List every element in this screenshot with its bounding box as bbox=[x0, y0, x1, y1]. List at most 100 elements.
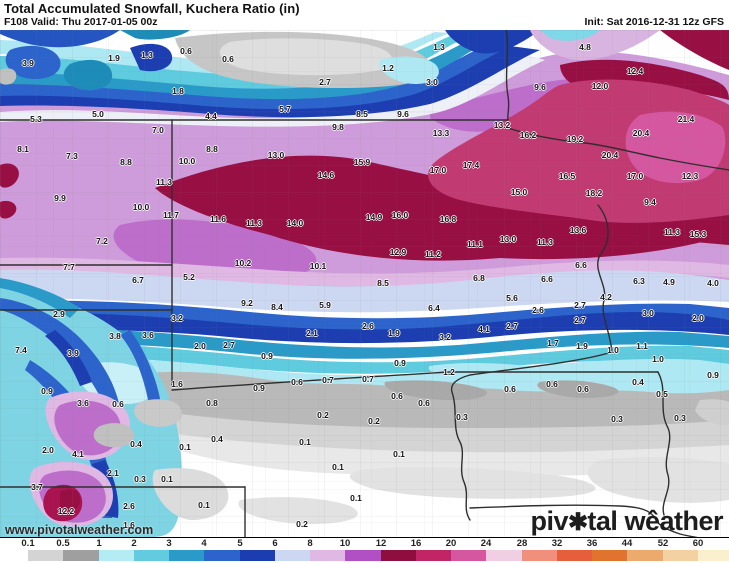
value-label: 20.4 bbox=[632, 127, 650, 138]
colorbar-tick-label: 16 bbox=[410, 538, 422, 549]
value-label: 21.4 bbox=[677, 113, 695, 124]
colorbar bbox=[0, 550, 729, 561]
value-label: 17.4 bbox=[462, 159, 480, 170]
value-label: 2.0 bbox=[692, 312, 704, 323]
colorbar-tick-label: 12 bbox=[375, 538, 387, 549]
colorbar-segment bbox=[63, 550, 99, 561]
value-label: 1.2 bbox=[382, 62, 394, 73]
value-label: 3.9 bbox=[22, 57, 34, 68]
value-label: 0.6 bbox=[222, 53, 234, 64]
value-label: 4.2 bbox=[600, 291, 612, 302]
logo-text: tal bbox=[587, 506, 618, 536]
value-label: 2.7 bbox=[223, 339, 235, 350]
map-area: 3.9 1.9 1.3 0.6 0.6 1.2 1.3 3.0 2.7 1.8 4.8 12.4 12.… bbox=[0, 30, 729, 537]
value-label: 3.2 bbox=[439, 331, 451, 342]
value-label: 0.3 bbox=[456, 411, 468, 422]
map-canvas bbox=[0, 30, 729, 537]
colorbar-segment bbox=[663, 550, 698, 561]
value-label: 7.7 bbox=[63, 261, 75, 272]
value-label: 1.9 bbox=[108, 52, 120, 63]
colorbar-segment bbox=[698, 550, 729, 561]
value-label: 0.5 bbox=[656, 388, 668, 399]
value-label: 0.4 bbox=[211, 433, 223, 444]
value-label: 2.7 bbox=[319, 76, 331, 87]
value-label: 2.6 bbox=[123, 500, 135, 511]
value-label: 12.3 bbox=[681, 170, 699, 181]
value-label: 8.8 bbox=[206, 143, 218, 154]
value-label: 6.3 bbox=[633, 275, 645, 286]
colorbar-tick-label: 5 bbox=[237, 538, 243, 549]
value-label: 2.7 bbox=[574, 299, 586, 310]
colorbar-tick-label: 2 bbox=[131, 538, 137, 549]
value-label: 0.7 bbox=[322, 374, 334, 385]
value-label: 5.0 bbox=[92, 108, 104, 119]
value-label: 1.0 bbox=[652, 353, 664, 364]
value-label: 13.0 bbox=[267, 149, 285, 160]
value-label: 9.2 bbox=[241, 297, 253, 308]
value-label: 0.9 bbox=[261, 350, 273, 361]
value-label: 12.9 bbox=[389, 246, 407, 257]
colorbar-tick-label: 36 bbox=[586, 538, 598, 549]
value-label: 11.7 bbox=[162, 209, 180, 220]
colorbar-segment bbox=[169, 550, 204, 561]
value-label: 3.9 bbox=[67, 347, 79, 358]
value-label: 1.9 bbox=[388, 327, 400, 338]
logo-text: wêather bbox=[624, 506, 723, 536]
colorbar-segment bbox=[522, 550, 557, 561]
value-label: 6.8 bbox=[473, 272, 485, 283]
value-label: 0.8 bbox=[206, 397, 218, 408]
value-label: 0.6 bbox=[577, 383, 589, 394]
value-label: 9.4 bbox=[644, 196, 656, 207]
value-label: 0.6 bbox=[418, 397, 430, 408]
colorbar-tick-label: 24 bbox=[480, 538, 492, 549]
value-label: 8.5 bbox=[356, 108, 368, 119]
colorbar-segment bbox=[99, 550, 134, 561]
value-label: 0.6 bbox=[504, 383, 516, 394]
value-label: 10.1 bbox=[309, 260, 327, 271]
value-label: 4.1 bbox=[72, 448, 84, 459]
page-title: Total Accumulated Snowfall, Kuchera Rati… bbox=[4, 1, 300, 16]
colorbar-tick-labels: 0.1 0.5 1 2 3 4 5 6 8 10 12 16 20 24 28 32 36 44 52 60 bbox=[0, 539, 729, 549]
value-label: 0.1 bbox=[299, 436, 311, 447]
value-label: 2.7 bbox=[506, 320, 518, 331]
logo-text: piv bbox=[530, 506, 569, 536]
value-label: 3.0 bbox=[642, 307, 654, 318]
value-label: 2.9 bbox=[53, 308, 65, 319]
value-label: 12.2 bbox=[57, 505, 75, 516]
value-label: 17.0 bbox=[429, 164, 447, 175]
value-label: 9.6 bbox=[534, 81, 546, 92]
value-label: 12.4 bbox=[626, 65, 644, 76]
value-label: 11.1 bbox=[466, 238, 484, 249]
value-label: 6.7 bbox=[132, 274, 144, 285]
value-label: 0.9 bbox=[253, 382, 265, 393]
value-label: 10.2 bbox=[234, 257, 252, 268]
value-label: 6.6 bbox=[575, 259, 587, 270]
colorbar-tick-label: 1 bbox=[96, 538, 102, 549]
colorbar-tick-label: 20 bbox=[445, 538, 457, 549]
colorbar-tick-label: 3 bbox=[166, 538, 172, 549]
value-label: 1.8 bbox=[172, 85, 184, 96]
value-label: 0.6 bbox=[112, 398, 124, 409]
value-label: 4.1 bbox=[478, 323, 490, 334]
value-label: 15.3 bbox=[689, 228, 707, 239]
value-label: 12.0 bbox=[591, 80, 609, 91]
value-label: 20.4 bbox=[601, 149, 619, 160]
value-label: 15.9 bbox=[353, 156, 371, 167]
value-label: 10.0 bbox=[132, 201, 150, 212]
value-label: 9.9 bbox=[54, 192, 66, 203]
value-label: 0.6 bbox=[180, 45, 192, 56]
colorbar-strip: 0.1 0.5 1 2 3 4 5 6 8 10 12 16 20 24 28 32 36 44 52 60 bbox=[0, 537, 729, 563]
value-label: 15.0 bbox=[510, 186, 528, 197]
value-label: 0.9 bbox=[707, 369, 719, 380]
value-label: 1.6 bbox=[123, 519, 135, 530]
value-label: 8.1 bbox=[17, 143, 29, 154]
value-label: 9.8 bbox=[332, 121, 344, 132]
colorbar-segment bbox=[0, 550, 28, 561]
value-label: 3.6 bbox=[77, 397, 89, 408]
value-label: 0.1 bbox=[393, 448, 405, 459]
value-label: 0.4 bbox=[632, 376, 644, 387]
value-label: 7.0 bbox=[152, 124, 164, 135]
colorbar-segment bbox=[416, 550, 451, 561]
value-label: 4.4 bbox=[205, 110, 217, 121]
value-label: 6.4 bbox=[428, 302, 440, 313]
